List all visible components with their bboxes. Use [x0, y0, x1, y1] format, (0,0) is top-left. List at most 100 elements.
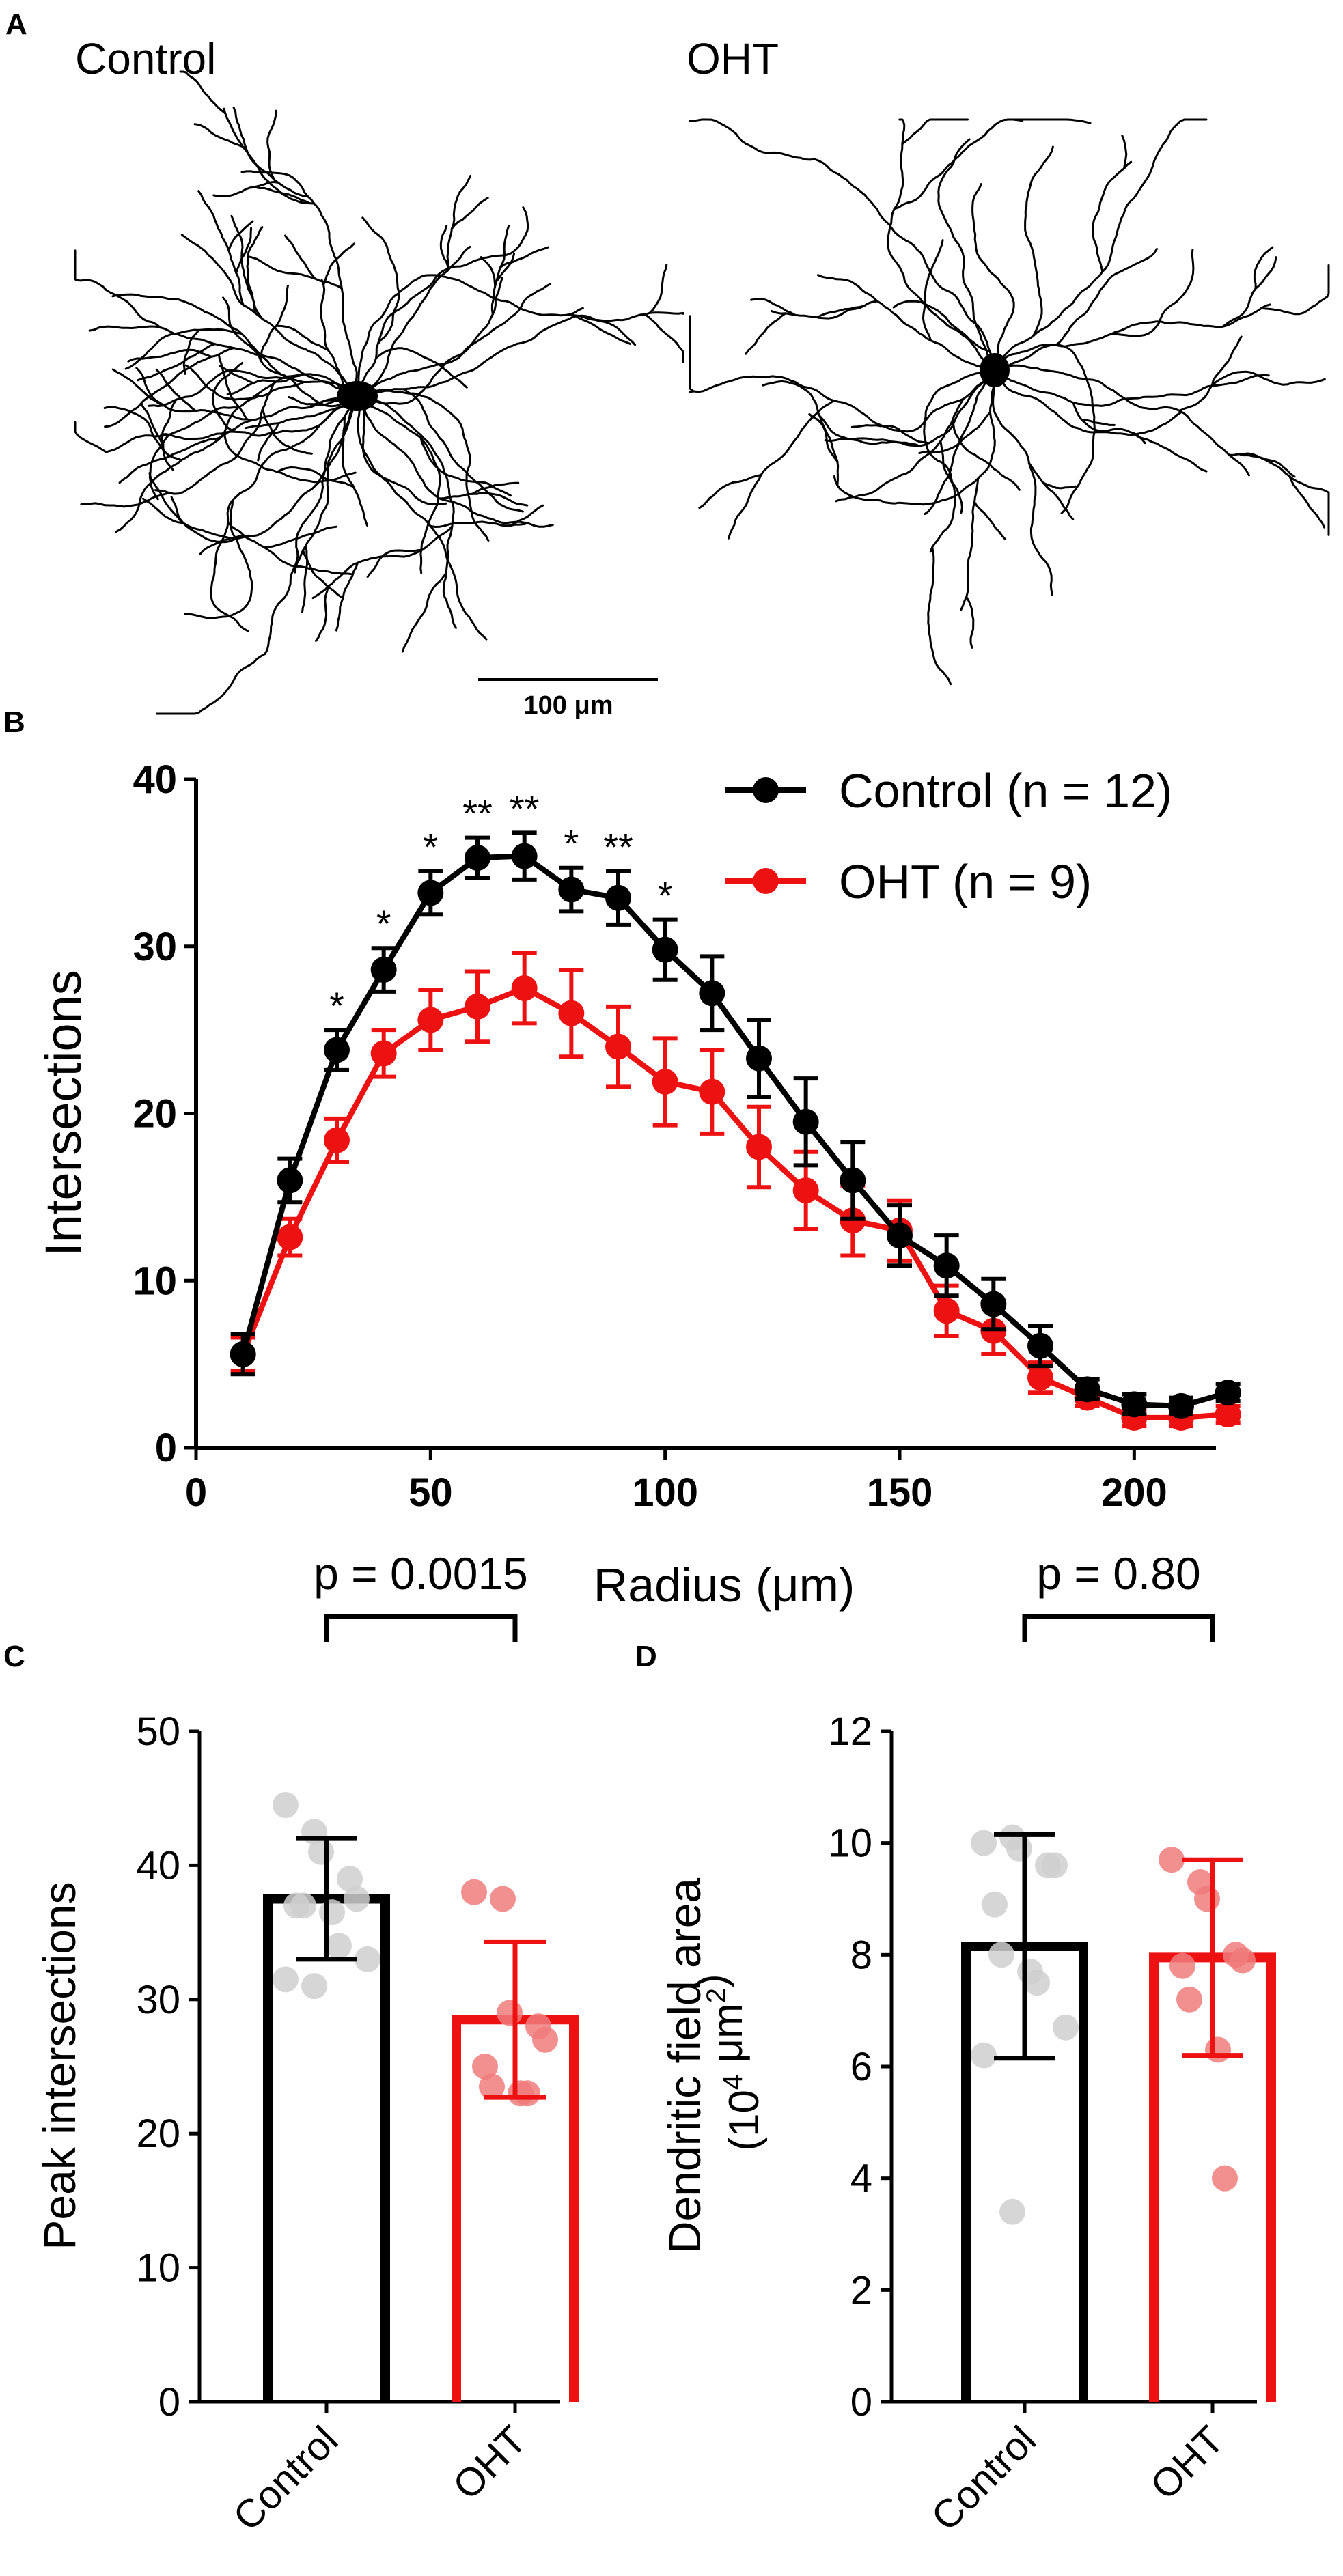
p-value-label: p = 0.0015 — [314, 1548, 528, 1599]
p-value-label: p = 0.80 — [1036, 1548, 1200, 1599]
x-tick-label: 200 — [1101, 1470, 1167, 1515]
panel-letter-d: D — [635, 1640, 657, 1673]
significance-marker: ** — [462, 792, 493, 835]
dendrite-path — [223, 107, 316, 205]
dendrite-path — [1054, 247, 1158, 346]
dendrite-path — [1178, 370, 1326, 412]
data-point-control — [417, 880, 444, 906]
panel-a-label-oht: OHT — [687, 34, 779, 83]
dendrite-path — [446, 175, 472, 272]
legend-label: Control (n = 12) — [839, 764, 1172, 817]
dendrite-path — [689, 315, 695, 393]
dendrite-path — [141, 497, 184, 524]
dendrite-path — [356, 246, 471, 397]
dendrite-path — [264, 395, 359, 656]
dendrite-path — [199, 395, 359, 555]
dendrite-path — [212, 181, 279, 197]
dendrite-path — [219, 365, 255, 384]
y-axis-label-units: (104 μm2) — [688, 1974, 768, 2151]
dendrite-path — [226, 373, 306, 395]
data-point-control — [792, 1108, 819, 1135]
individual-point — [1042, 1852, 1068, 1879]
y-axis-label: Peak intersections — [34, 1881, 85, 2250]
individual-point — [472, 2054, 498, 2080]
data-point-control — [277, 1167, 303, 1194]
dendrite-path — [104, 347, 235, 428]
y-tick-label: 6 — [850, 2045, 872, 2089]
individual-point — [355, 1946, 380, 1972]
oht-neuron-tracing — [689, 118, 1330, 686]
x-axis-label: Radius (μm) — [594, 1558, 855, 1612]
data-point-oht — [465, 993, 490, 1020]
control-neuron-tracing — [74, 70, 684, 715]
dendrite-path — [193, 123, 247, 150]
dendrite-path — [965, 596, 975, 649]
individual-point — [1159, 1847, 1185, 1873]
dendrite-path — [750, 298, 797, 316]
dendrite-path — [892, 300, 991, 353]
dendrite-path — [240, 170, 359, 397]
data-point-oht — [746, 1134, 772, 1160]
dendrite-path — [993, 344, 1096, 514]
dendrite-path — [314, 585, 329, 642]
dendrite-path — [643, 313, 684, 363]
dendrite-path — [356, 395, 554, 528]
dendrite-path — [1092, 160, 1133, 273]
dendrite-path — [148, 369, 292, 408]
individual-point — [999, 2198, 1025, 2225]
dendrite-path — [960, 477, 980, 611]
data-point-control — [1027, 1332, 1053, 1359]
individual-point — [1176, 1986, 1202, 2013]
data-point-control — [1168, 1392, 1194, 1419]
dendrite-path — [356, 395, 441, 574]
dendrite-path — [246, 226, 264, 314]
data-point-control — [1215, 1380, 1241, 1406]
dendrite-path — [111, 293, 359, 397]
dendrite-path — [170, 496, 245, 544]
dendrite-path — [569, 311, 684, 322]
dendrite-path — [136, 343, 217, 382]
dendrite-path — [80, 492, 171, 508]
dendrite-path — [356, 395, 457, 629]
dendrite-path — [971, 183, 1015, 372]
dendrite-path — [284, 234, 316, 280]
data-point-oht — [699, 1078, 725, 1105]
x-tick-label: 0 — [185, 1470, 207, 1515]
dendrite-path — [115, 373, 359, 533]
dendrite-path — [361, 407, 447, 505]
dendrite-path — [227, 220, 254, 251]
dendrite-path — [320, 279, 346, 391]
y-axis-label: Intersections — [35, 970, 92, 1257]
dendrite-path — [266, 109, 277, 181]
label-part: μm — [704, 2003, 751, 2075]
dendrite-path — [105, 406, 240, 453]
dendrite-path — [495, 252, 516, 283]
dendrite-path — [1121, 135, 1128, 170]
panel-letter-a: A — [5, 8, 27, 41]
dendrite-path — [311, 525, 454, 600]
panel-letter-b: B — [3, 705, 25, 739]
dendrite-path — [927, 546, 952, 686]
dendrite-path — [923, 369, 996, 553]
dendrite-path — [893, 118, 1024, 210]
dendrite-path — [922, 239, 944, 342]
dendrite-path — [429, 520, 526, 528]
individual-point — [344, 1886, 370, 1912]
data-point-control — [1121, 1391, 1148, 1418]
dendrite-path — [355, 274, 584, 397]
y-tick-label: 4 — [850, 2157, 872, 2201]
dendrite-path — [111, 368, 165, 407]
dendrite-path — [197, 190, 245, 307]
dendrite-path — [260, 284, 289, 362]
dendrite-path — [184, 364, 305, 401]
series-line-control — [240, 853, 1229, 1409]
data-point-control — [840, 1167, 866, 1194]
superscript: 2 — [702, 1988, 732, 2003]
dendrite-path — [689, 118, 816, 161]
dendrite-path — [302, 549, 342, 598]
dendrite-path — [156, 653, 266, 715]
dendrite-path — [74, 421, 107, 453]
dendrite-path — [402, 572, 447, 653]
legend-marker — [753, 777, 779, 803]
